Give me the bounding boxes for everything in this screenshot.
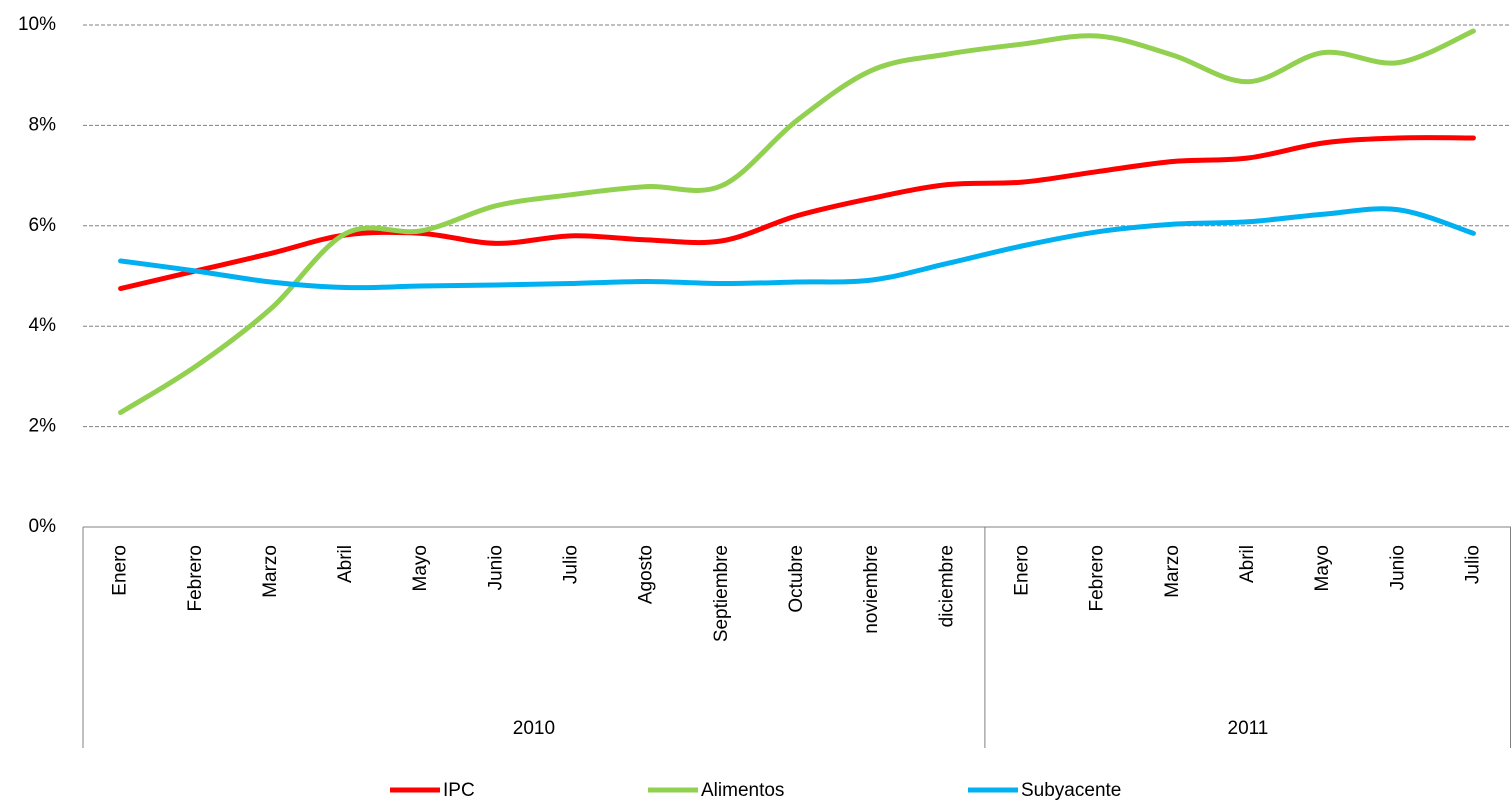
x-tick-label: Enero: [1011, 545, 1032, 596]
series-line: [118, 135, 1476, 292]
y-tick-label: 8%: [29, 114, 57, 135]
x-tick-label: Marzo: [1162, 545, 1183, 598]
x-tick-label: Abril: [1237, 545, 1258, 583]
x-tick-label: noviembre: [861, 545, 882, 634]
y-tick-label: 10%: [18, 14, 56, 35]
x-tick-label: Julio: [1462, 545, 1483, 584]
y-tick-label: 6%: [29, 215, 57, 236]
y-tick-label: 2%: [29, 416, 57, 437]
x-tick-label: Julio: [561, 545, 582, 584]
x-tick-label: Agosto: [636, 545, 657, 604]
x-tick-label: Octubre: [786, 545, 807, 613]
x-tick-label: Febrero: [1087, 545, 1108, 612]
legend-label: Alimentos: [701, 780, 784, 801]
group-label: 2010: [513, 718, 555, 739]
x-tick-label: Febrero: [185, 545, 206, 612]
legend-label: IPC: [443, 780, 475, 801]
group-label: 2011: [1228, 718, 1269, 739]
x-tick-label: Marzo: [260, 545, 281, 598]
x-tick-label: Septiembre: [711, 545, 732, 642]
y-tick-label: 4%: [29, 315, 57, 336]
x-tick-label: Abril: [335, 545, 356, 583]
x-tick-label: Junio: [485, 545, 506, 590]
series-line: [118, 206, 1476, 291]
x-tick-label: Enero: [110, 545, 131, 596]
x-tick-label: Junio: [1387, 545, 1408, 590]
x-tick-label: diciembre: [936, 545, 957, 627]
series-line: [118, 28, 1476, 416]
x-tick-label: Mayo: [1312, 545, 1333, 591]
y-tick-label: 0%: [29, 516, 57, 537]
x-tick-label: Mayo: [410, 545, 431, 591]
legend-label: Subyacente: [1021, 780, 1121, 801]
